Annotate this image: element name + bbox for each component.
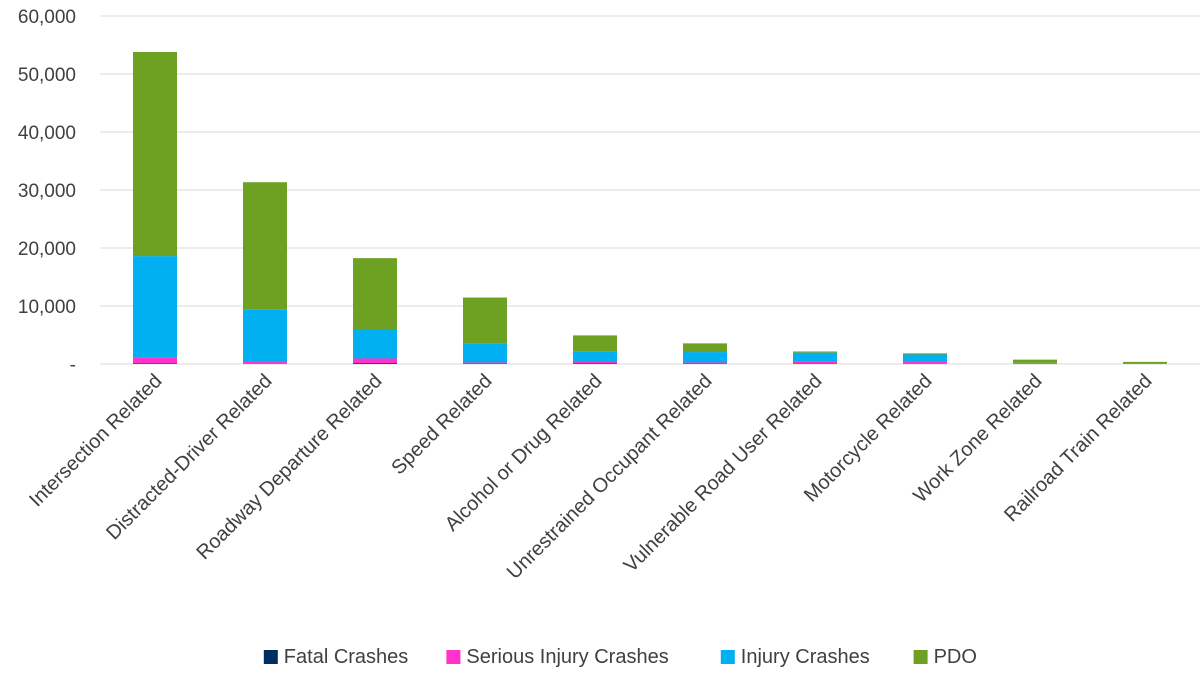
bar-injury-crashes	[243, 309, 287, 363]
x-category-label: Roadway Departure Related	[193, 370, 387, 564]
y-tick-label: 30,000	[18, 181, 76, 202]
bar-injury-crashes	[133, 256, 177, 358]
bar-serious-injury-crashes	[243, 362, 287, 364]
legend-swatch	[446, 650, 461, 664]
legend: Fatal Crashes Serious Injury Crashes Injur…	[263, 646, 977, 668]
legend-label: PDO	[934, 646, 977, 668]
y-tick-label: 10,000	[18, 297, 76, 318]
bar-injury-crashes	[903, 354, 947, 363]
bar-injury-crashes	[463, 343, 507, 363]
y-tick-label: 50,000	[18, 65, 76, 86]
bar-serious-injury-crashes	[793, 361, 837, 364]
bar-injury-crashes	[683, 352, 727, 363]
y-tick-label: 40,000	[18, 123, 76, 144]
legend-swatch	[913, 650, 928, 664]
bar-pdo	[463, 297, 507, 344]
bar-serious-injury-crashes	[133, 357, 177, 364]
bar-pdo	[683, 343, 727, 353]
bar-pdo	[133, 51, 177, 257]
bar-pdo	[243, 182, 287, 310]
bar-serious-injury-crashes	[573, 361, 617, 364]
bars	[133, 51, 1167, 364]
bar-injury-crashes	[1013, 362, 1057, 364]
y-tick-label: 20,000	[18, 239, 76, 260]
x-category-label: Vulnerable Road User Related	[620, 370, 827, 577]
bar-pdo	[793, 351, 837, 353]
bar-pdo	[353, 258, 397, 330]
x-category-label: Speed Related	[387, 370, 496, 479]
bar-pdo	[573, 335, 617, 352]
bar-pdo	[1013, 359, 1057, 363]
bar-pdo	[1123, 361, 1167, 364]
legend-swatch	[263, 650, 278, 664]
legend-swatch	[720, 650, 735, 664]
bar-serious-injury-crashes	[463, 362, 507, 364]
x-category-label: Unrestrained Occupant Related	[503, 370, 717, 584]
bar-serious-injury-crashes	[353, 358, 397, 364]
legend-label: Serious Injury Crashes	[466, 646, 668, 668]
y-tick-label: -	[70, 355, 76, 376]
bar-injury-crashes	[793, 352, 837, 362]
bar-fatal-crashes	[133, 363, 177, 364]
bar-pdo	[903, 353, 947, 355]
legend-label: Fatal Crashes	[284, 646, 409, 668]
bar-serious-injury-crashes	[903, 362, 947, 364]
bar-fatal-crashes	[353, 363, 397, 364]
legend-label: Injury Crashes	[741, 646, 870, 668]
bar-serious-injury-crashes	[683, 362, 727, 364]
y-axis-tick-labels: - 10,000 20,000 30,000 40,000 50,000 60,000	[18, 7, 76, 376]
bar-injury-crashes	[573, 351, 617, 362]
y-tick-label: 60,000	[18, 7, 76, 28]
bar-injury-crashes	[353, 329, 397, 359]
